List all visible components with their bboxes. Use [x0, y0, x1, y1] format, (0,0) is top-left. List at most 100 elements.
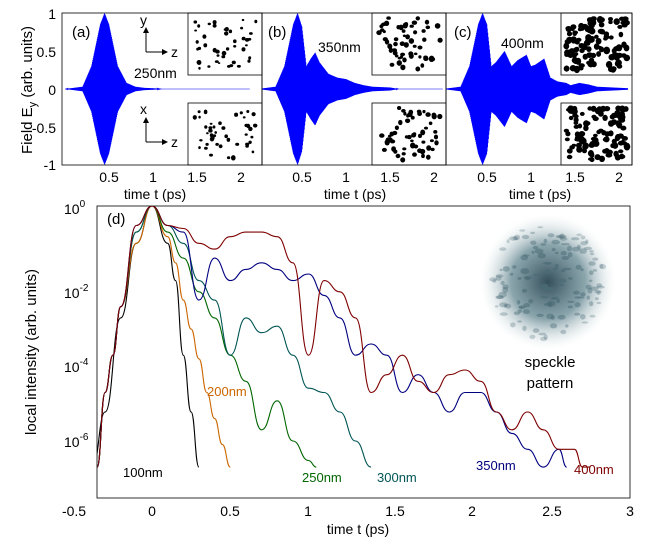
speckle-blob — [498, 291, 507, 298]
particle-dot — [581, 44, 588, 51]
particle-dot — [212, 134, 217, 138]
speckle-blob — [494, 305, 499, 308]
particle-dot — [608, 130, 614, 137]
particle-dot — [410, 115, 415, 120]
bottom-xticks: -0.5 0 0.5 1 1.5 2 2.5 3 — [62, 503, 634, 519]
particle-dot — [402, 34, 406, 38]
particle-dot — [211, 136, 215, 140]
size-label-c: 400nm — [501, 35, 544, 51]
particle-dot — [421, 29, 426, 33]
size-label-a: 250nm — [134, 65, 177, 81]
particle-dot — [420, 129, 426, 136]
particle-dot — [576, 142, 582, 149]
particle-dot — [426, 154, 431, 160]
speckle-blob — [596, 285, 605, 289]
speckle-blob — [589, 301, 594, 307]
particle-dots — [379, 106, 443, 163]
particle-dot — [614, 134, 621, 142]
top-xtick: 1.5 — [380, 169, 400, 185]
particle-dot — [209, 133, 214, 138]
particle-dot — [403, 42, 409, 48]
particle-dot — [393, 41, 398, 47]
particle-dot — [620, 20, 626, 25]
speckle-blob — [580, 292, 586, 297]
particle-dot — [569, 145, 575, 150]
particle-dot — [401, 109, 406, 113]
top-xlabel-b: time t (ps) — [324, 186, 386, 202]
particle-dot — [572, 30, 578, 35]
particle-dot — [379, 28, 385, 32]
inset-b-bottom — [371, 102, 447, 166]
panel-a: y z x z (a) 250nm — [61, 12, 263, 166]
top-xtick: 1 — [149, 169, 157, 185]
speckle-blob — [530, 240, 537, 245]
particle-dot — [248, 140, 252, 144]
particle-dot — [192, 115, 197, 120]
particle-dot — [216, 54, 220, 57]
particle-dot — [225, 47, 230, 51]
speckle-blob — [580, 314, 586, 320]
bottom-yticks: 100 10-2 10-4 10-6 — [64, 199, 89, 450]
particle-dot — [253, 123, 258, 128]
speckle-blob — [514, 234, 521, 241]
particle-dot — [434, 140, 439, 146]
particle-dot — [231, 60, 236, 65]
speckle-blob — [567, 305, 574, 309]
bottom-xtick: 3 — [626, 503, 634, 519]
particle-dot — [420, 63, 425, 68]
particle-dot — [244, 133, 248, 136]
axes-arrows-top: y z — [140, 12, 178, 60]
particle-dot — [585, 121, 591, 126]
speckle-blob — [550, 297, 557, 300]
field-wave-c — [446, 13, 629, 165]
particle-dot — [589, 152, 595, 158]
field-wave-b — [262, 13, 443, 165]
speckle-blob — [594, 297, 599, 301]
top-xtick: 1 — [527, 169, 535, 185]
speckle-blob — [499, 247, 507, 251]
particle-dot — [621, 41, 627, 48]
speckle-blob — [505, 303, 512, 309]
speckle-blob — [579, 248, 587, 254]
bottom-xtick: 0.5 — [220, 503, 240, 519]
speckle-blob — [549, 323, 558, 329]
particle-dot — [437, 113, 443, 120]
speckle-blob — [567, 252, 573, 258]
particle-dot — [398, 119, 403, 126]
particle-dot — [617, 140, 625, 146]
particle-dot — [393, 37, 399, 42]
speckle-blob — [545, 286, 554, 291]
particle-dot — [404, 22, 409, 27]
particle-dot — [570, 27, 575, 31]
particle-dot — [595, 38, 602, 45]
particle-dot — [224, 31, 229, 36]
speckle-blob — [521, 234, 530, 240]
speckle-blob — [588, 261, 596, 266]
particle-dot — [580, 137, 587, 145]
bottom-xtick: 1.5 — [385, 503, 405, 519]
particle-dot — [392, 50, 398, 56]
particle-dot — [564, 137, 570, 142]
particle-dot — [236, 64, 241, 68]
particle-dot — [623, 54, 631, 62]
particle-dot — [401, 152, 406, 156]
particle-dot — [379, 133, 385, 138]
panel-tag-c: (c) — [454, 24, 472, 41]
speckle-blob — [502, 284, 509, 290]
particle-dot — [579, 111, 585, 116]
particle-dot — [204, 125, 208, 129]
particle-dots — [192, 109, 258, 161]
particle-dot — [247, 59, 251, 63]
particle-dot — [429, 139, 434, 143]
speckle-blob — [522, 325, 527, 331]
particle-dot — [242, 116, 246, 119]
particle-dot — [202, 34, 207, 39]
speckle-blob — [565, 324, 569, 328]
particle-dot — [425, 25, 431, 30]
particle-dot — [431, 112, 437, 118]
speckle-blob — [580, 235, 586, 240]
particle-dot — [412, 44, 417, 48]
speckle-blob — [555, 235, 563, 239]
particle-dot — [215, 142, 219, 146]
top-xticks: 0.5 1 1.5 2 0.5 1 1.5 2 0.5 1 1.5 2 — [99, 169, 623, 185]
